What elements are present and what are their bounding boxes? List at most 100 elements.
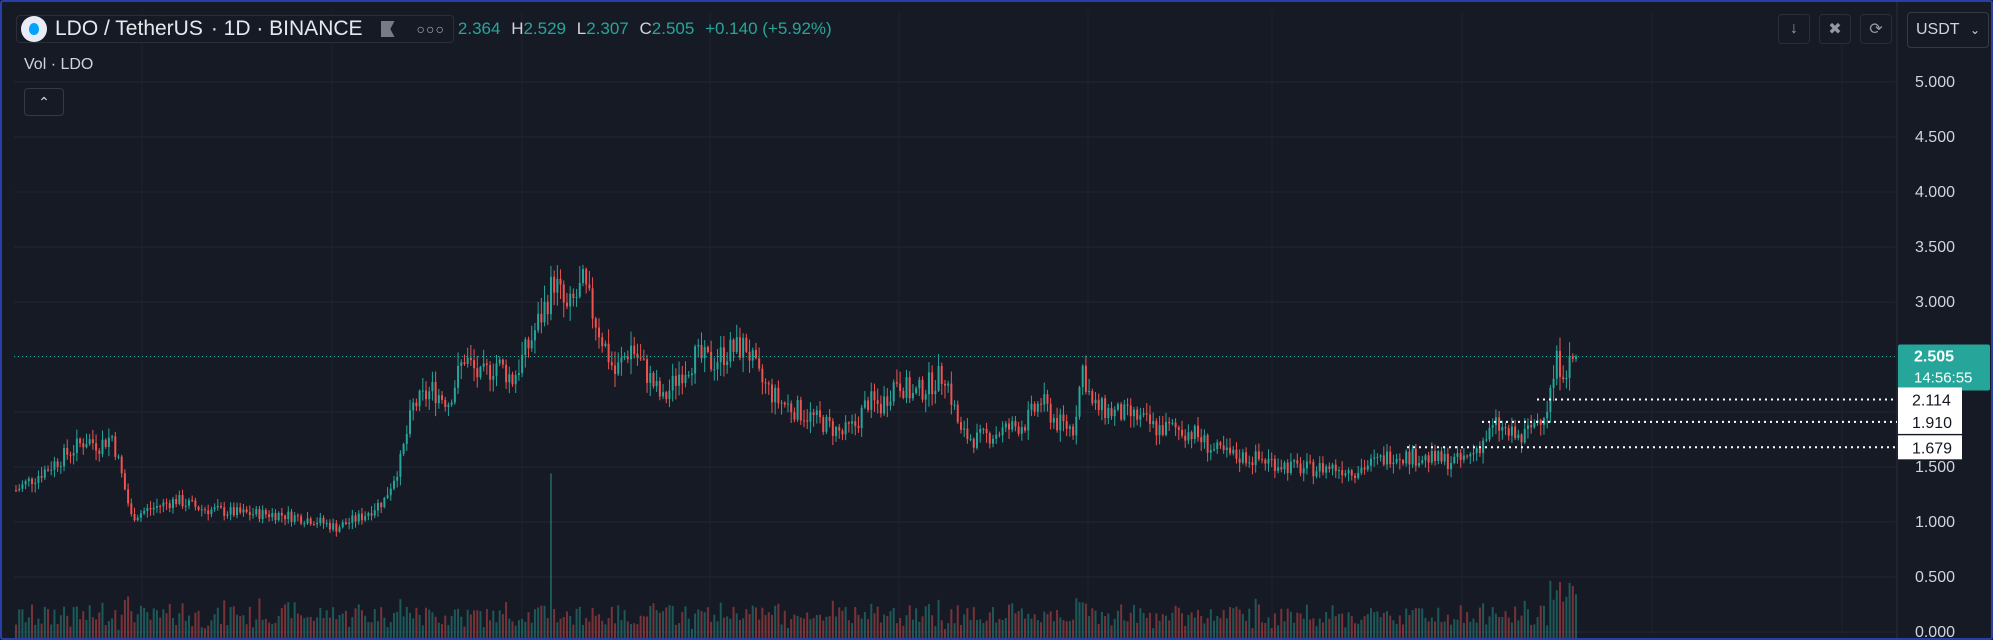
- candle: [1171, 422, 1174, 424]
- volume-bar: [1020, 608, 1023, 638]
- candle: [1232, 449, 1235, 454]
- candle: [943, 383, 946, 386]
- volume-bar: [803, 618, 806, 638]
- candle: [883, 396, 886, 414]
- candle: [63, 447, 66, 467]
- volume-bar: [1453, 619, 1456, 638]
- candle: [751, 350, 754, 361]
- volume-bar: [572, 624, 575, 638]
- candle: [854, 421, 857, 427]
- volume-bar: [37, 618, 40, 638]
- volume-bar: [892, 607, 895, 638]
- candle: [505, 364, 508, 383]
- volume-bar: [860, 618, 863, 638]
- candle: [1036, 403, 1039, 412]
- volume-bar: [585, 618, 588, 638]
- candle: [418, 390, 421, 407]
- candle: [1235, 449, 1238, 459]
- candle: [947, 383, 950, 386]
- collapse-button[interactable]: ✖: [1819, 14, 1851, 44]
- volume-bar: [1264, 622, 1267, 638]
- volume-bar: [204, 628, 206, 638]
- volume-bar: [745, 609, 748, 638]
- candle: [1443, 453, 1446, 462]
- volume-bar: [1530, 624, 1533, 638]
- candle: [1097, 399, 1100, 411]
- candle: [1450, 463, 1453, 470]
- flag-icon[interactable]: [380, 21, 395, 37]
- volume-bar: [191, 626, 194, 638]
- volume-bar: [706, 607, 709, 638]
- volume-bar: [1136, 622, 1139, 638]
- candle: [370, 513, 373, 516]
- volume-bar: [1472, 618, 1475, 638]
- candle: [31, 478, 34, 485]
- candle: [620, 357, 623, 363]
- volume-bar: [665, 607, 668, 638]
- volume-bar: [31, 604, 34, 638]
- candle: [1113, 409, 1116, 417]
- chevron-up-icon: ⌃: [38, 93, 50, 110]
- volume-bar: [1309, 619, 1312, 638]
- candle: [1222, 445, 1225, 451]
- candle: [1504, 427, 1507, 429]
- candle: [908, 377, 911, 399]
- candle: [995, 434, 998, 439]
- volume-bar: [1145, 617, 1148, 638]
- volume-bar: [319, 607, 322, 638]
- scroll-down-button[interactable]: ↓: [1778, 14, 1810, 44]
- volume-bar: [1437, 607, 1440, 638]
- volume-bar: [40, 623, 43, 638]
- candle: [104, 439, 107, 447]
- symbol-box[interactable]: LDO / TetherUS · 1D · BINANCE ○○○: [16, 15, 454, 43]
- volume-bar: [1081, 602, 1084, 638]
- volume-bar: [1164, 615, 1167, 638]
- volume-bar: [338, 615, 341, 638]
- candle: [389, 488, 392, 496]
- volume-bar: [280, 608, 283, 638]
- candle: [716, 362, 719, 370]
- volume-bar: [1558, 581, 1561, 638]
- candle: [453, 387, 456, 403]
- volume-bar: [1088, 616, 1091, 638]
- volume-bar: [1337, 613, 1340, 638]
- volume-bar: [239, 616, 242, 638]
- candle: [694, 346, 697, 374]
- lido-logo-icon: [21, 16, 47, 42]
- volume-bar: [431, 612, 434, 638]
- volume-bar: [1110, 625, 1113, 638]
- volume-bar: [1366, 614, 1369, 638]
- candle: [758, 358, 761, 369]
- candle: [537, 313, 540, 331]
- candle: [924, 394, 927, 400]
- collapse-indicators-button[interactable]: ⌃: [24, 88, 64, 116]
- volume-bar: [780, 624, 783, 638]
- candle: [642, 358, 645, 360]
- candle: [812, 412, 815, 416]
- candle: [1546, 411, 1549, 419]
- volume-bar: [1094, 610, 1097, 638]
- volume-bar: [729, 618, 732, 638]
- candle: [1539, 420, 1542, 425]
- candle: [1161, 425, 1164, 435]
- volume-bar: [453, 609, 456, 638]
- candle: [1056, 417, 1059, 431]
- volume-bar: [835, 616, 838, 638]
- volume-bar: [1004, 617, 1007, 638]
- arrow-down-icon: ↓: [1790, 20, 1798, 37]
- candle: [396, 476, 399, 481]
- volume-bar: [1510, 622, 1513, 638]
- candle: [1177, 427, 1180, 430]
- candle: [1386, 451, 1388, 465]
- more-dots-icon[interactable]: ○○○: [416, 21, 445, 37]
- candle: [803, 420, 806, 422]
- interval-exchange: · 1D · BINANCE: [210, 17, 363, 40]
- level-tag: [1898, 435, 1962, 460]
- refresh-button[interactable]: ⟳: [1860, 14, 1892, 44]
- currency-select[interactable]: USDT ⌄: [1907, 12, 1989, 48]
- volume-bar: [47, 609, 50, 638]
- candle: [242, 509, 245, 513]
- volume-bar: [165, 613, 168, 638]
- candle: [425, 390, 428, 400]
